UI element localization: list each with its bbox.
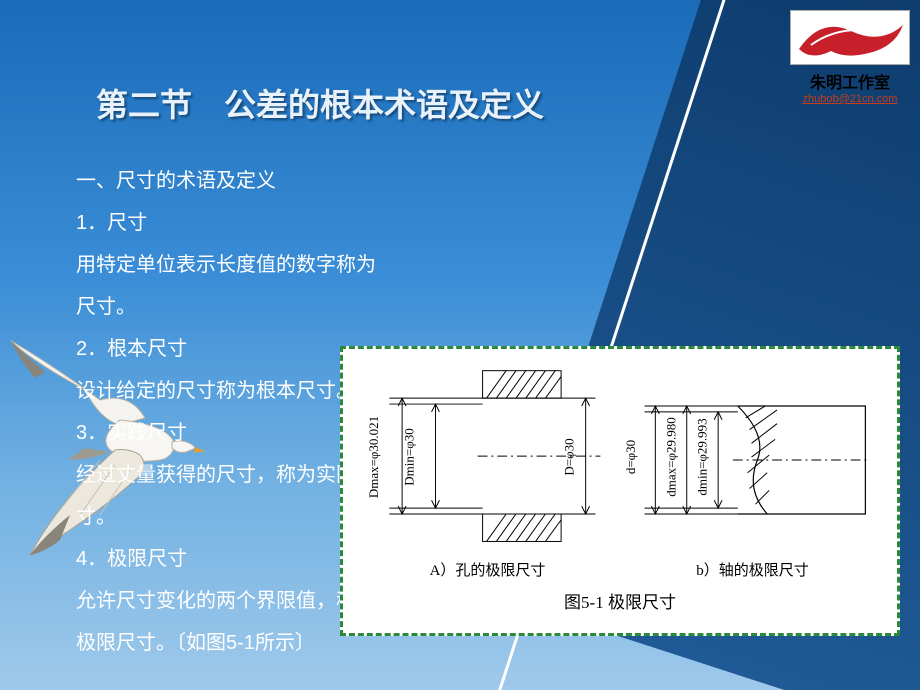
shaft-dim-dmin: dmin=φ29.993: [695, 418, 711, 495]
hole-dim-dmin: Dmin=φ30: [402, 428, 418, 485]
item-4-label: 4．极限尺寸: [76, 538, 376, 580]
figure-caption: 图5-1 极限尺寸: [355, 580, 885, 613]
item-1-body: 用特定单位表示长度值的数字称为尺寸。: [76, 244, 376, 328]
studio-name: 朱明工作室: [790, 69, 910, 93]
shaft-sublabel: b）轴的极限尺寸: [620, 555, 885, 580]
item-1-label: 1．尺寸: [76, 202, 376, 244]
studio-email: zhubob@21cn.com: [790, 93, 910, 105]
studio-logo-icon: [790, 10, 910, 65]
item-2-body: 设计给定的尺寸称为根本尺寸。: [76, 370, 376, 412]
hole-sublabel: A）孔的极限尺寸: [355, 555, 620, 580]
body-text: 一、尺寸的术语及定义 1．尺寸 用特定单位表示长度值的数字称为尺寸。 2．根本尺…: [76, 160, 376, 664]
item-3-label: 3．实践尺寸: [76, 412, 376, 454]
section-heading: 一、尺寸的术语及定义: [76, 160, 376, 202]
slide-title: 第二节 公差的根本术语及定义: [0, 80, 640, 126]
item-4-body: 允许尺寸变化的两个界限值，称为极限尺寸。〔如图5-1所示〕: [76, 580, 376, 664]
hole-dim-d: D=φ30: [562, 438, 578, 475]
hole-dim-dmax: Dmax=φ30.021: [366, 416, 382, 498]
figure-5-1: Dmax=φ30.021 Dmin=φ30 D=φ30: [340, 346, 900, 636]
item-2-label: 2．根本尺寸: [76, 328, 376, 370]
shaft-limit-diagram: d=φ30 dmax=φ29.980 dmin=φ29.993: [620, 365, 885, 555]
hole-limit-diagram: Dmax=φ30.021 Dmin=φ30 D=φ30: [355, 365, 620, 555]
studio-logo-block: 朱明工作室 zhubob@21cn.com: [790, 10, 910, 105]
shaft-dim-dmax: dmax=φ29.980: [664, 417, 680, 496]
shaft-dim-d: d=φ30: [623, 440, 639, 474]
item-3-body: 经过丈量获得的尺寸，称为实际尺寸。: [76, 454, 376, 538]
